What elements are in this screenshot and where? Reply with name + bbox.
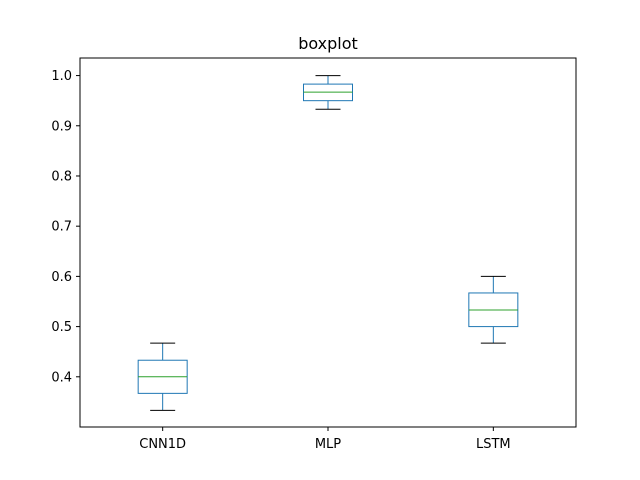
y-tick-label: 0.6	[51, 270, 72, 285]
x-tick-label: MLP	[315, 437, 341, 452]
plot-area: 0.4 0.5 0.6 0.7 0.8 0.9 1.0 CNN1D MLP LSTM	[51, 69, 519, 452]
y-tick-label: 1.0	[51, 69, 72, 84]
x-tick-label: LSTM	[476, 437, 511, 452]
y-tick-label: 0.9	[51, 119, 72, 134]
axes-frame	[79, 57, 577, 428]
y-tick-label: 0.8	[51, 169, 72, 184]
y-tick-label: 0.5	[51, 320, 72, 335]
x-tick-label: CNN1D	[139, 437, 186, 452]
y-tick-label: 0.4	[51, 370, 72, 385]
chart-title: boxplot	[298, 34, 358, 53]
y-tick-label: 0.7	[51, 220, 72, 235]
